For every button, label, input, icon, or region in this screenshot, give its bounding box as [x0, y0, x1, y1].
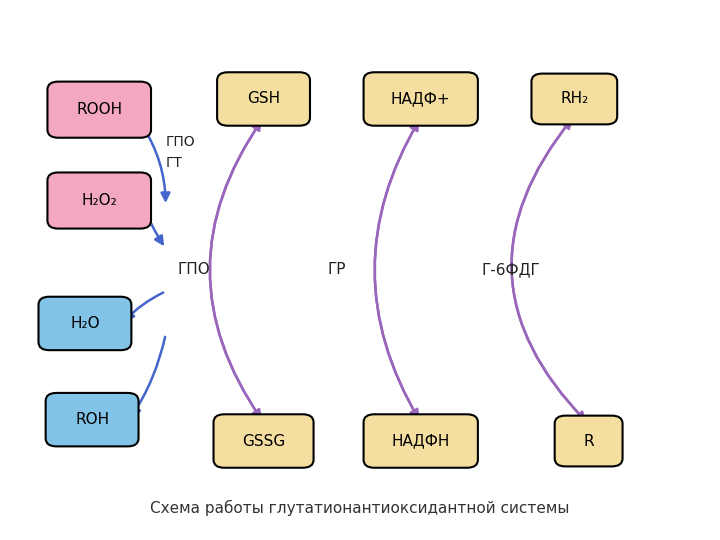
FancyBboxPatch shape [45, 393, 138, 447]
Text: H₂O: H₂O [70, 316, 100, 331]
FancyBboxPatch shape [217, 72, 310, 126]
FancyBboxPatch shape [48, 82, 151, 138]
Text: ГПО: ГПО [178, 262, 210, 278]
Text: ROH: ROH [75, 412, 109, 427]
Text: GSH: GSH [247, 91, 280, 106]
FancyBboxPatch shape [364, 72, 478, 126]
Text: ГТ: ГТ [166, 156, 183, 170]
Text: GSSG: GSSG [242, 434, 285, 449]
Text: R: R [583, 434, 594, 449]
FancyBboxPatch shape [48, 172, 151, 228]
FancyBboxPatch shape [214, 414, 314, 468]
FancyBboxPatch shape [364, 414, 478, 468]
Text: ROOH: ROOH [76, 102, 122, 117]
Text: НАДФН: НАДФН [392, 434, 450, 449]
FancyBboxPatch shape [531, 73, 617, 124]
Text: RH₂: RH₂ [560, 91, 588, 106]
Text: H₂O₂: H₂O₂ [81, 193, 117, 208]
Text: Схема работы глутатионантиоксидантной системы: Схема работы глутатионантиоксидантной си… [150, 500, 570, 516]
FancyBboxPatch shape [38, 296, 131, 350]
Text: НАДФ+: НАДФ+ [391, 91, 451, 106]
Text: ГПО: ГПО [166, 135, 195, 148]
Text: ГР: ГР [328, 262, 346, 278]
Text: Г-6ФДГ: Г-6ФДГ [482, 262, 540, 278]
FancyBboxPatch shape [554, 416, 623, 467]
